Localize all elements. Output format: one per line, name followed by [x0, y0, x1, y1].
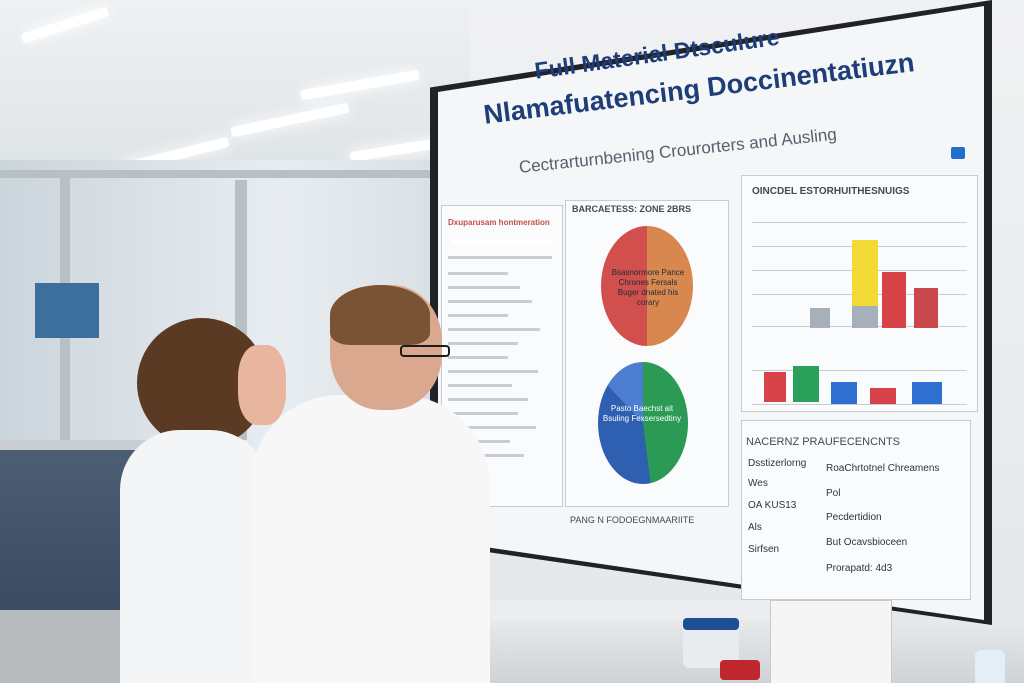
- table-cell: Pol: [826, 488, 841, 499]
- chart-bar: [764, 372, 786, 402]
- bottom-panel-title: NACERNZ PRAUFECENCNTS: [746, 436, 901, 448]
- right-panel-title: OINCDEL ESTORHUITHESNUIGS: [752, 186, 910, 197]
- chart-bar: [870, 388, 896, 404]
- chart-bar: [912, 382, 942, 404]
- jar-lid: [683, 618, 739, 630]
- chart-bar: [793, 366, 819, 402]
- left-panel-title: Dxuparusam hontmeration: [448, 218, 550, 227]
- table-cell: Als: [748, 522, 762, 533]
- middle-panel-title: BARCAETESS: ZONE 2BRS: [572, 204, 692, 214]
- table-cell: OA KUS13: [748, 500, 797, 511]
- pie-chart-top-label: Bsasnormore Pance Chrones Fersals Buger …: [611, 268, 685, 307]
- table-cell: But Ocavsbioceen: [826, 537, 908, 548]
- table-cell: Dsstizerlorng: [748, 458, 807, 469]
- table-cell: Sirfsen: [748, 544, 780, 555]
- table-cell: Wes: [748, 478, 768, 489]
- pie-chart-top: [601, 226, 693, 346]
- chart-bar: [914, 288, 938, 328]
- woman-face: [238, 345, 286, 425]
- bottom-panel: [741, 420, 971, 600]
- man-glasses: [400, 345, 450, 357]
- water-bottle: [975, 650, 1005, 683]
- shelf: [490, 600, 790, 620]
- red-container: [720, 660, 760, 680]
- chart-bar: [810, 308, 830, 328]
- table-cell: Pecdertidion: [826, 512, 882, 523]
- middle-panel-footer: PANG N FODOEGNMAARIITE: [570, 515, 695, 525]
- pie-chart-bottom: [598, 362, 688, 484]
- supply-box: [770, 600, 892, 683]
- pie-chart-bottom-label: Pasto Baechst ait Bsuling Fexsersedtiny: [602, 404, 682, 423]
- wall-sign: [35, 283, 99, 338]
- man-lab-coat: [250, 395, 490, 683]
- chart-bar: [852, 306, 878, 328]
- woman-lab-coat: [120, 430, 270, 683]
- man-hair: [330, 285, 430, 345]
- info-icon: [951, 147, 965, 159]
- chart-bar: [831, 382, 857, 404]
- window-frame: [0, 170, 470, 178]
- table-cell: RoaChrtotnel Chreamens: [826, 463, 940, 474]
- table-cell: Prorapatd: 4d3: [826, 563, 893, 574]
- chart-bar: [852, 240, 878, 306]
- chart-bar: [882, 272, 906, 328]
